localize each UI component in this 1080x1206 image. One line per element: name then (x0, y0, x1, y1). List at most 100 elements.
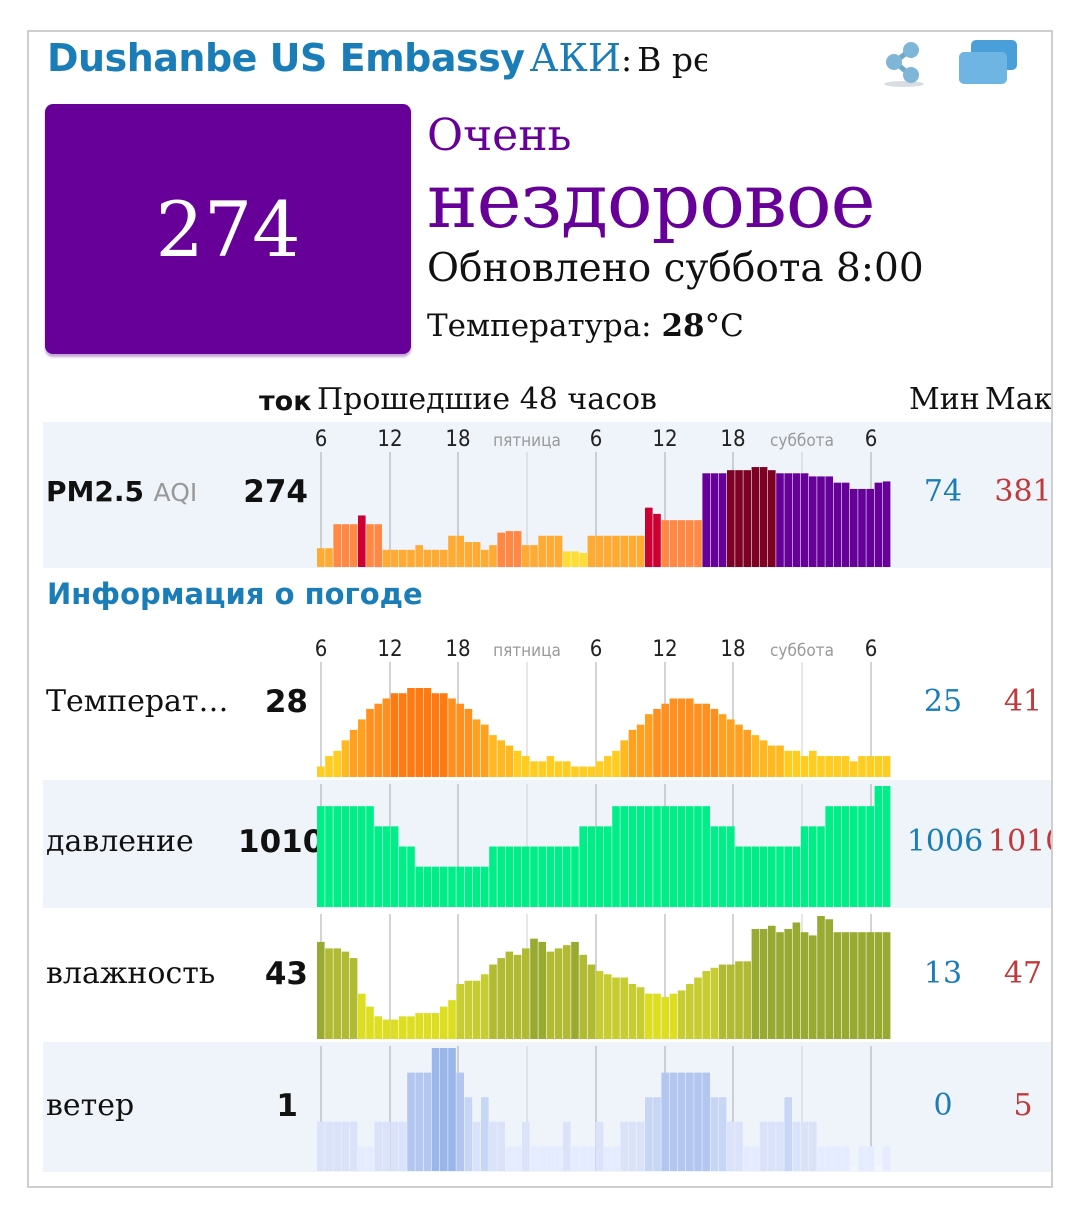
chart-bar (333, 750, 341, 777)
chart-bar (489, 735, 497, 777)
chart-bar (530, 545, 538, 567)
chart-bar (595, 761, 604, 777)
chart-bar (587, 826, 596, 907)
chart-bar (669, 698, 678, 777)
chart-bar (669, 520, 678, 567)
axis-tick-label: 6 (590, 637, 603, 662)
chart-bar (850, 806, 858, 907)
chart-bar (612, 750, 620, 777)
axis-tick-label: суббота (770, 431, 834, 451)
chart-bar (317, 806, 325, 907)
chart-bar (628, 983, 637, 1039)
chart-bar (653, 806, 661, 907)
chart-bar (636, 724, 645, 777)
chart-bar (423, 1072, 432, 1171)
row-temperature[interactable]: Температура 28 6 12 18 пятница 6 12 18 суббота 6… (43, 632, 1051, 778)
chart-bar (809, 935, 817, 1039)
axis-tick-label: 12 (377, 637, 402, 662)
chart-bar (882, 481, 891, 567)
chart-bar (513, 531, 522, 567)
chart-bar (686, 520, 694, 567)
chart-bar (341, 1121, 350, 1171)
chart-bar (817, 756, 825, 777)
chart-bar (669, 806, 678, 907)
chart-bar (382, 698, 391, 777)
chart-bar (768, 925, 776, 1039)
chart-bar (817, 1146, 825, 1171)
aqi-level-line2: нездоровое (427, 156, 876, 245)
chart-bar (620, 535, 628, 567)
weather-section-title: Информация о погоде (47, 577, 423, 611)
chart-bar (792, 750, 801, 777)
chart-bar (587, 535, 596, 567)
chart-bar (718, 714, 727, 777)
chart-bar (850, 932, 858, 1039)
chart-bar (874, 482, 883, 567)
chart-bar (800, 756, 809, 777)
chart-bar (858, 488, 866, 567)
chat-icon[interactable] (957, 38, 1019, 90)
aqi-level-line1: Очень (427, 110, 572, 161)
aqi-value-box: 274 (45, 104, 411, 354)
chart-bar (579, 826, 587, 907)
chart-bar (456, 1072, 464, 1171)
chart-bar (522, 756, 530, 777)
chart-bar (546, 535, 555, 567)
chart-bar (604, 974, 612, 1039)
chart-bar (349, 1121, 358, 1171)
chart-bar (571, 766, 579, 777)
share-icon[interactable] (879, 40, 929, 88)
chart-bar (513, 846, 522, 907)
chart-bar (612, 1146, 620, 1171)
station-name-link[interactable]: Dushanbe US Embassy (47, 36, 525, 80)
pressure-max: 1010 (988, 824, 1051, 859)
chart-bar (407, 1016, 415, 1039)
chart-bar (841, 482, 850, 567)
chart-bar (735, 961, 743, 1039)
aqi-word: АКИ (529, 36, 621, 80)
chart-bar (341, 740, 350, 777)
chart-bar (374, 826, 382, 907)
row-humidity[interactable]: влажность 43 13 47 (43, 910, 1051, 1040)
chart-bar (620, 740, 628, 777)
updated-time: Обновлено суббота 8:00 (427, 246, 924, 291)
chart-bar (390, 1019, 399, 1039)
chart-bar (727, 470, 735, 567)
chart-bar (677, 990, 686, 1039)
chart-bar (784, 750, 792, 777)
chart-bar (456, 703, 464, 777)
chart-bar (472, 719, 481, 777)
chart-bar (595, 535, 604, 567)
chart-bar (759, 467, 768, 567)
chart-bar (636, 1121, 645, 1171)
pm25-name: PM2.5 (46, 475, 144, 508)
pressure-min: 1006 (906, 824, 984, 859)
chart-bar (349, 958, 358, 1039)
chart-bar (743, 846, 751, 907)
chart-bar (735, 724, 743, 777)
chart-bar (571, 1146, 579, 1171)
chart-bar (784, 928, 792, 1039)
chart-bar (317, 548, 325, 567)
chart-bar (587, 964, 596, 1039)
chart-bar (522, 846, 530, 907)
chart-bar (399, 693, 407, 777)
row-wind[interactable]: ветер 1 0 5 (43, 1042, 1051, 1172)
chart-bar (825, 919, 833, 1039)
chart-bar (317, 941, 325, 1039)
chart-bar (809, 826, 817, 907)
pm25-max: 381 (994, 474, 1052, 509)
row-pm25[interactable]: PM2.5 AQI 274 6 12 18 пятница 6 12 18 суббота 6 … (43, 422, 1052, 568)
row-pressure[interactable]: давление 1010 1006 1010 (43, 780, 1051, 908)
chart-bar (554, 761, 563, 777)
chart-bar (628, 729, 637, 777)
column-past-header: Прошедшие 48 часов (317, 382, 657, 417)
chart-bar (358, 515, 366, 567)
chart-bar (817, 916, 825, 1039)
chart-bar (481, 1097, 489, 1171)
temperature-row-label: Температура (46, 684, 241, 719)
chart-bar (374, 1121, 382, 1171)
chart-bar (874, 786, 883, 907)
chart-bar (497, 1121, 505, 1171)
chart-bar (694, 977, 702, 1039)
